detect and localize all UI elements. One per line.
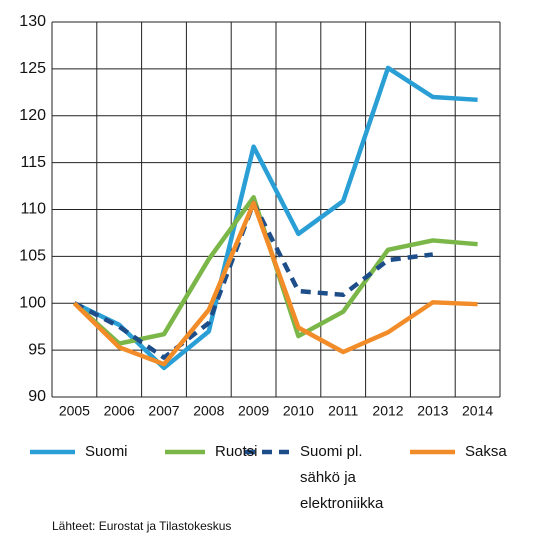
y-tick-label: 110: [20, 201, 46, 218]
y-tick-label: 120: [19, 107, 46, 124]
x-tick-label: 2014: [462, 403, 493, 419]
legend-label: Suomi pl. sähkö ja elektroniikka: [300, 443, 384, 512]
y-tick-label: 90: [28, 388, 46, 405]
series-line: [73, 65, 478, 371]
y-tick-label: 100: [19, 294, 46, 311]
legend-label: Saksa: [465, 443, 507, 460]
legend-label: Suomi: [85, 443, 128, 460]
legend-label: Ruotsi: [215, 443, 258, 460]
y-tick-label: 125: [19, 60, 46, 77]
x-tick-label: 2012: [372, 403, 403, 419]
x-tick-label: 2013: [417, 403, 448, 419]
x-tick-label: 2011: [328, 403, 358, 419]
x-tick-label: 2005: [59, 403, 90, 419]
source: Lähteet: Eurostat ja Tilastokeskus: [52, 519, 231, 533]
y-tick-label: 130: [19, 13, 46, 30]
y-tick-label: 115: [20, 154, 46, 171]
x-tick-label: 2010: [283, 403, 314, 419]
x-tick-label: 2006: [104, 403, 135, 419]
series-line: [72, 200, 478, 367]
x-tick-label: 2008: [193, 403, 224, 419]
x-tick-label: 2007: [148, 403, 179, 419]
x-tick-label: 2009: [238, 403, 269, 419]
y-tick-label: 105: [19, 248, 46, 265]
y-tick-label: 95: [28, 341, 46, 358]
